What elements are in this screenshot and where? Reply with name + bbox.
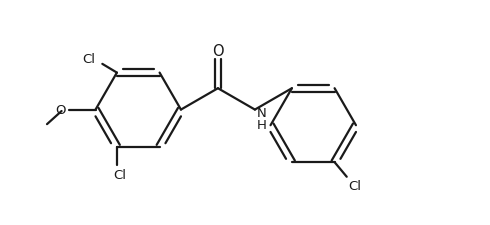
Text: O: O bbox=[55, 104, 65, 117]
Text: Cl: Cl bbox=[113, 169, 126, 181]
Text: Cl: Cl bbox=[348, 179, 362, 192]
Text: Cl: Cl bbox=[82, 52, 95, 65]
Text: N
H: N H bbox=[256, 106, 266, 131]
Text: O: O bbox=[212, 44, 224, 58]
